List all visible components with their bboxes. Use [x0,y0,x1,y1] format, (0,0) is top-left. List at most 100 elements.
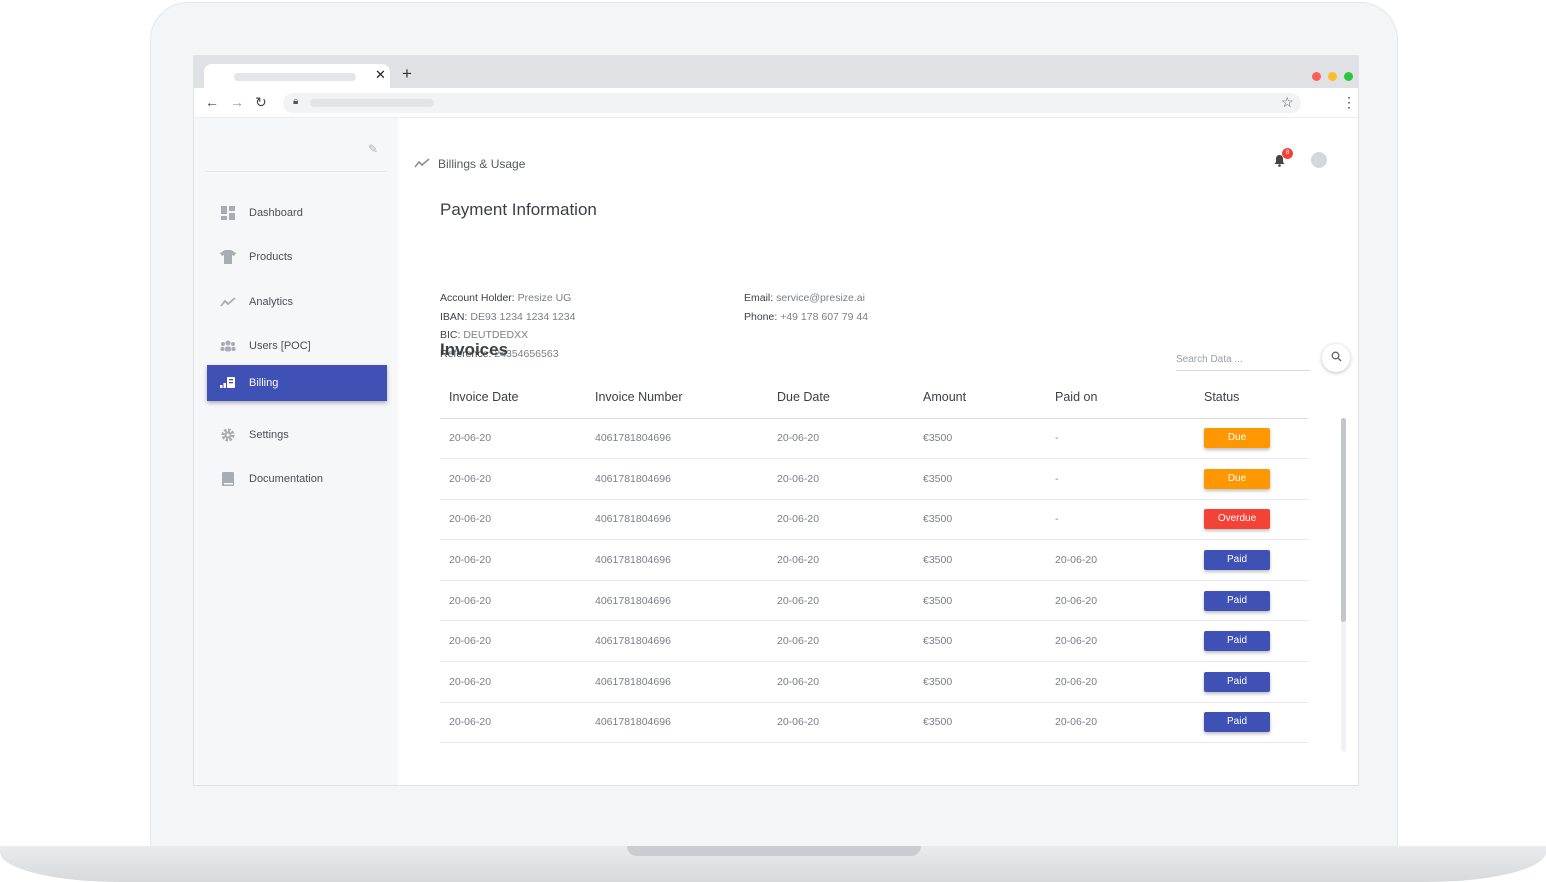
status-badge[interactable]: Due [1204,428,1270,449]
window-minimize-dot[interactable] [1328,72,1337,81]
cell-due: 20-06-20 [768,418,914,460]
column-header[interactable]: Amount [914,376,1046,419]
cell-due: 20-06-20 [768,620,914,663]
column-header[interactable]: Invoice Number [586,376,768,419]
table-row[interactable]: 20-06-20 4061781804696 20-06-20 €3500 20-06-… [440,661,1308,703]
search-input[interactable]: Search Data ... [1176,351,1310,371]
reload-icon[interactable]: ↻ [255,94,267,110]
cell-amount: €3500 [914,702,1046,744]
cell-amount: €3500 [914,539,1046,581]
status-badge[interactable]: Due [1204,468,1270,489]
cell-amount: €3500 [914,418,1046,460]
payment-details-right: Email: service@presize.ai Phone: +49 178 … [744,289,868,326]
sidebar-item-settings[interactable]: Settings [207,417,387,453]
tab-title-placeholder [234,73,356,81]
shirt-icon [207,250,249,264]
column-header[interactable]: Due Date [768,376,914,419]
sidebar-item-products[interactable]: Products [207,239,387,275]
table-body: 20-06-20 4061781804696 20-06-20 €3500- Due 20… [440,418,1308,744]
payment-field: Email: service@presize.ai [744,289,868,308]
sidebar-item-label: Users [POC] [249,340,311,352]
cell-due: 20-06-20 [768,458,914,500]
cell-date: 20-06-20 [440,418,586,460]
new-tab-icon[interactable]: + [402,64,412,83]
scrollbar-thumb[interactable] [1341,418,1346,622]
gear-icon [207,428,249,442]
pencil-icon[interactable]: ✎ [367,142,378,156]
breadcrumb: Billings & Usage [414,156,525,171]
sidebar-item-billing[interactable]: Billing [207,365,387,401]
window-close-dot[interactable] [1312,72,1321,81]
table-row[interactable]: 20-06-20 4061781804696 20-06-20 €3500 20-06-… [440,580,1308,622]
main-content: Billings & Usage 8 Payment Information A… [398,118,1358,785]
table-row[interactable]: 20-06-20 4061781804696 20-06-20 €3500- Due [440,458,1308,500]
cell-date: 20-06-20 [440,620,586,663]
search-button[interactable] [1322,344,1350,372]
browser-window: ✕ + ← → ↻ 🔒︎ ☆ ⋮ ✎ Dashboard Products Anal… [193,55,1359,786]
cell-paid-on: - [1046,418,1195,460]
close-icon[interactable]: ✕ [375,67,386,82]
cell-date: 20-06-20 [440,661,586,703]
cell-number: 4061781804696 [586,418,768,460]
table-row[interactable]: 20-06-20 4061781804696 20-06-20 €3500 20-06-… [440,620,1308,663]
cell-paid-on: - [1046,458,1195,500]
browser-tab[interactable]: ✕ [204,64,390,90]
status-badge[interactable]: Paid [1204,590,1270,611]
url-input[interactable]: 🔒︎ [283,93,1301,113]
lock-icon: 🔒︎ [293,96,299,107]
cell-amount: €3500 [914,580,1046,622]
payment-field-label: BIC: [440,329,461,342]
table-row[interactable]: 20-06-20 4061781804696 20-06-20 €3500 20-06-… [440,702,1308,744]
invoices-table: Invoice Date Invoice Number Due Date Amount… [440,376,1308,744]
cell-paid-on: 20-06-20 [1046,539,1195,581]
kebab-menu-icon[interactable]: ⋮ [1342,94,1356,110]
cell-date: 20-06-20 [440,580,586,622]
status-badge[interactable]: Paid [1204,671,1270,692]
payment-title: Payment Information [440,200,597,219]
payment-field-value: DEUTDEDXX [463,329,529,342]
cell-due: 20-06-20 [768,499,914,541]
table-row[interactable]: 20-06-20 4061781804696 20-06-20 €3500- Overd… [440,499,1308,541]
payment-details-left: Account Holder: Presize UG IBAN: DE93 123… [440,289,575,363]
cell-due: 20-06-20 [768,661,914,703]
sidebar-item-label: Products [249,251,293,263]
payment-field: Reference: 24354656563 [440,345,575,364]
cell-number: 4061781804696 [586,499,768,541]
sidebar-item-label: Documentation [249,473,323,485]
sidebar-item-analytics[interactable]: Analytics [207,284,387,320]
cell-number: 4061781804696 [586,580,768,622]
sidebar-item-dashboard[interactable]: Dashboard [207,195,387,231]
payment-field-value: +49 178 607 79 44 [780,310,869,323]
cell-number: 4061781804696 [586,661,768,703]
cell-number: 4061781804696 [586,539,768,581]
payment-field: Phone: +49 178 607 79 44 [744,308,868,327]
status-badge[interactable]: Paid [1204,712,1270,733]
cell-status: Paid [1195,539,1308,581]
status-badge[interactable]: Overdue [1204,509,1270,530]
column-header[interactable]: Status [1195,376,1308,419]
sidebar-item-users-poc[interactable]: Users [POC] [207,328,387,364]
status-badge[interactable]: Paid [1204,631,1270,652]
star-icon[interactable]: ☆ [1281,94,1294,110]
billing-icon [207,377,249,389]
payment-field-value: Presize UG [517,292,572,304]
cell-paid-on: 20-06-20 [1046,661,1195,703]
cell-amount: €3500 [914,458,1046,500]
bell-icon[interactable] [1274,154,1285,170]
sidebar-item-label: Dashboard [249,207,303,219]
payment-field: IBAN: DE93 1234 1234 1234 [440,308,575,327]
cell-date: 20-06-20 [440,458,586,500]
table-row[interactable]: 20-06-20 4061781804696 20-06-20 €3500 20-06-… [440,539,1308,581]
sidebar-item-documentation[interactable]: Documentation [207,461,387,497]
column-header[interactable]: Invoice Date [440,376,586,419]
avatar[interactable] [1311,152,1327,168]
status-badge[interactable]: Paid [1204,550,1270,571]
payment-field-value: DE93 1234 1234 1234 [470,310,576,323]
arrow-right-icon[interactable]: → [230,94,244,110]
window-maximize-dot[interactable] [1344,72,1353,81]
arrow-left-icon[interactable]: ← [205,94,219,110]
table-row[interactable]: 20-06-20 4061781804696 20-06-20 €3500- Due [440,418,1308,460]
dashboard-icon [207,206,249,220]
column-header[interactable]: Paid on [1046,376,1195,419]
cell-status: Paid [1195,580,1308,622]
